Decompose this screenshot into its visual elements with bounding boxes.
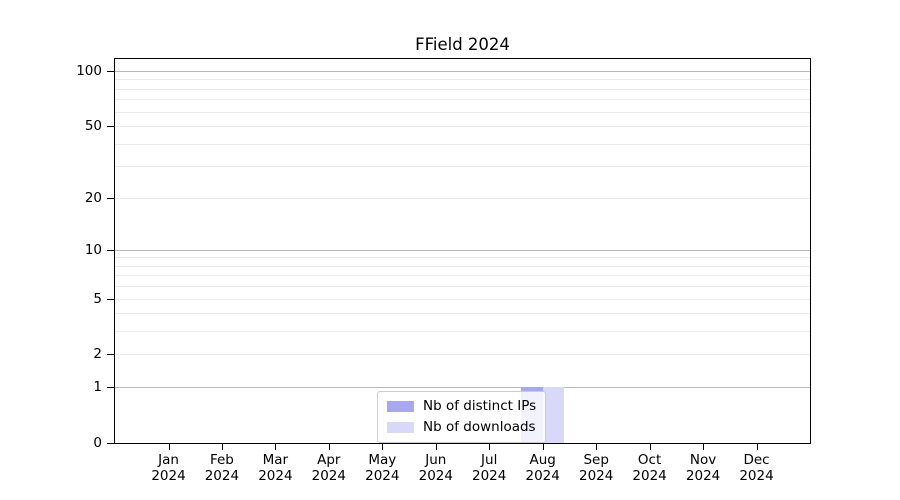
- x-tick-mark: [649, 444, 651, 450]
- x-axis-tick-label: Jun 2024: [418, 452, 453, 484]
- minor-gridline: [115, 298, 810, 300]
- bar-nb-of-downloads: [542, 387, 565, 443]
- x-axis-tick-label: Dec 2024: [739, 452, 774, 484]
- minor-gridline: [115, 166, 810, 168]
- legend-entry-distinct-ips: Nb of distinct IPs: [387, 398, 536, 415]
- x-axis-tick-label: Apr 2024: [311, 452, 346, 484]
- minor-gridline: [115, 79, 810, 81]
- minor-gridline: [115, 354, 810, 356]
- y-tick-mark: [107, 298, 114, 300]
- x-tick-mark: [221, 444, 223, 450]
- x-tick-mark: [275, 444, 277, 450]
- major-gridline: [115, 387, 810, 389]
- minor-gridline: [115, 143, 810, 145]
- minor-gridline: [115, 111, 810, 113]
- x-tick-mark: [168, 444, 170, 450]
- x-tick-mark: [596, 444, 598, 450]
- x-tick-mark: [328, 444, 330, 450]
- y-axis-tick-label: 100: [76, 62, 102, 79]
- x-axis-tick-label: May 2024: [365, 452, 400, 484]
- y-axis-tick-label: 20: [84, 189, 102, 206]
- y-tick-mark: [107, 443, 114, 444]
- bars-layer: [115, 59, 810, 443]
- x-tick-mark: [542, 444, 544, 450]
- x-tick-mark: [489, 444, 491, 450]
- y-tick-mark: [107, 249, 114, 251]
- minor-gridline: [115, 265, 810, 267]
- y-tick-mark: [107, 126, 114, 127]
- chart-title: FField 2024: [415, 35, 510, 54]
- legend-swatch-downloads: [387, 421, 414, 433]
- minor-gridline: [115, 257, 810, 259]
- y-axis-tick-label: 2: [93, 346, 102, 363]
- legend-label-distinct-ips: Nb of distinct IPs: [423, 398, 537, 414]
- y-tick-mark: [107, 70, 114, 72]
- y-axis-tick-label: 50: [84, 118, 102, 134]
- minor-gridline: [115, 331, 810, 333]
- x-tick-mark: [382, 444, 384, 450]
- minor-gridline: [115, 197, 810, 199]
- gridlines-layer: [115, 59, 810, 443]
- y-tick-mark: [107, 387, 114, 389]
- x-axis-tick-label: Oct 2024: [632, 452, 667, 484]
- y-axis-tick-label: 0: [93, 435, 102, 451]
- legend-swatch-distinct-ips: [387, 400, 414, 412]
- plot-area: Nb of distinct IPs Nb of downloads: [114, 58, 811, 444]
- y-tick-mark: [107, 197, 114, 199]
- x-tick-mark: [703, 444, 705, 450]
- x-axis-tick-label: Nov 2024: [685, 452, 721, 484]
- x-axis-tick-label: Jul 2024: [472, 452, 507, 484]
- x-axis-tick-label: Mar 2024: [258, 452, 293, 484]
- x-axis-tick-label: Aug 2024: [525, 452, 560, 484]
- minor-gridline: [115, 88, 810, 90]
- y-axis-tick-label: 5: [93, 290, 102, 307]
- major-gridline: [115, 70, 810, 72]
- minor-gridline: [115, 286, 810, 288]
- y-tick-mark: [107, 354, 114, 356]
- minor-gridline: [115, 99, 810, 101]
- minor-gridline: [115, 126, 810, 127]
- minor-gridline: [115, 313, 810, 315]
- legend: Nb of distinct IPs Nb of downloads: [377, 391, 547, 443]
- major-gridline: [115, 249, 810, 251]
- y-axis-tick-label: 10: [84, 241, 102, 258]
- x-tick-mark: [756, 444, 758, 450]
- x-axis-tick-label: Jan 2024: [151, 452, 186, 484]
- x-axis-tick-label: Sep 2024: [579, 452, 614, 484]
- legend-entry-downloads: Nb of downloads: [387, 419, 536, 436]
- minor-gridline: [115, 275, 810, 277]
- legend-label-downloads: Nb of downloads: [423, 418, 536, 435]
- x-axis-tick-label: Feb 2024: [204, 452, 240, 484]
- x-tick-mark: [435, 444, 437, 450]
- y-axis-tick-label: 1: [93, 379, 102, 396]
